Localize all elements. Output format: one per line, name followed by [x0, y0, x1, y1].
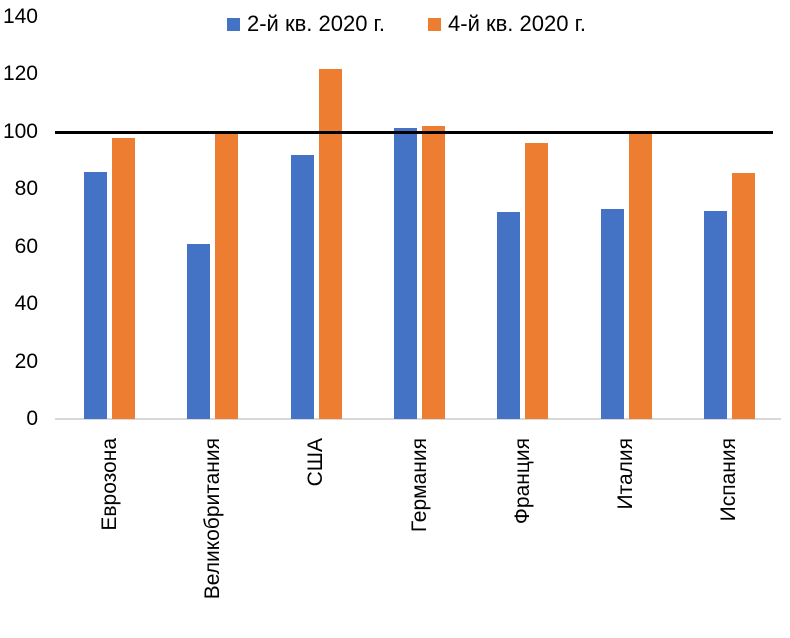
- x-axis-label-Испания: Испания: [717, 438, 741, 522]
- bar-4-й кв. 2020 г.-Италия: [628, 131, 652, 419]
- legend-label-q2-2020: 2-й кв. 2020 г.: [247, 11, 386, 36]
- bar-4-й кв. 2020 г.-Испания: [731, 173, 755, 419]
- y-axis-tick-label: 120: [2, 62, 38, 86]
- bar-2-й кв. 2020 г.-Италия: [600, 209, 624, 419]
- bar-2-й кв. 2020 г.-Германия: [394, 127, 417, 419]
- legend-item-q2-2020: 2-й кв. 2020 г.: [227, 9, 385, 39]
- bar-2-й кв. 2020 г.-Великобритания: [187, 243, 211, 419]
- bar-4-й кв. 2020 г.-Франция: [525, 143, 549, 419]
- x-axis-label-США: США: [304, 438, 328, 487]
- bar-4-й кв. 2020 г.-Германия: [422, 126, 445, 419]
- chart-legend: 2-й кв. 2020 г. 4-й кв. 2020 г.: [227, 9, 586, 39]
- reference-line-100: [55, 130, 773, 134]
- legend-swatch-orange: [428, 17, 442, 31]
- x-axis-label-Еврозона: Еврозона: [97, 438, 121, 531]
- bar-4-й кв. 2020 г.-Еврозона: [112, 137, 136, 419]
- bar-2-й кв. 2020 г.-Еврозона: [84, 172, 108, 419]
- x-axis-label-Италия: Италия: [614, 438, 638, 510]
- y-axis-tick-label: 40: [14, 292, 38, 316]
- y-axis-tick-label: 60: [14, 234, 38, 258]
- legend-swatch-blue: [227, 17, 240, 31]
- y-axis-tick-label: 100: [2, 119, 38, 143]
- y-axis-tick-label: 140: [2, 5, 38, 28]
- bar-2-й кв. 2020 г.-Испания: [703, 210, 727, 419]
- legend-item-q4-2020: 4-й кв. 2020 г.: [428, 9, 586, 39]
- legend-label-q4-2020: 4-й кв. 2020 г.: [448, 11, 587, 36]
- y-axis-tick-label: 80: [14, 177, 38, 201]
- x-axis-line: [55, 418, 781, 420]
- x-axis-label-Германия: Германия: [407, 438, 431, 533]
- bar-2-й кв. 2020 г.-США: [290, 154, 314, 419]
- y-axis-tick-label: 0: [26, 407, 38, 430]
- bar-4-й кв. 2020 г.-Великобритания: [215, 131, 239, 419]
- y-axis-tick-label: 20: [14, 349, 38, 373]
- x-axis-label-Франция: Франция: [510, 438, 534, 525]
- x-axis-label-Великобритания: Великобритания: [200, 438, 224, 600]
- bar-2-й кв. 2020 г.-Франция: [497, 212, 521, 419]
- bar-4-й кв. 2020 г.-США: [318, 68, 342, 419]
